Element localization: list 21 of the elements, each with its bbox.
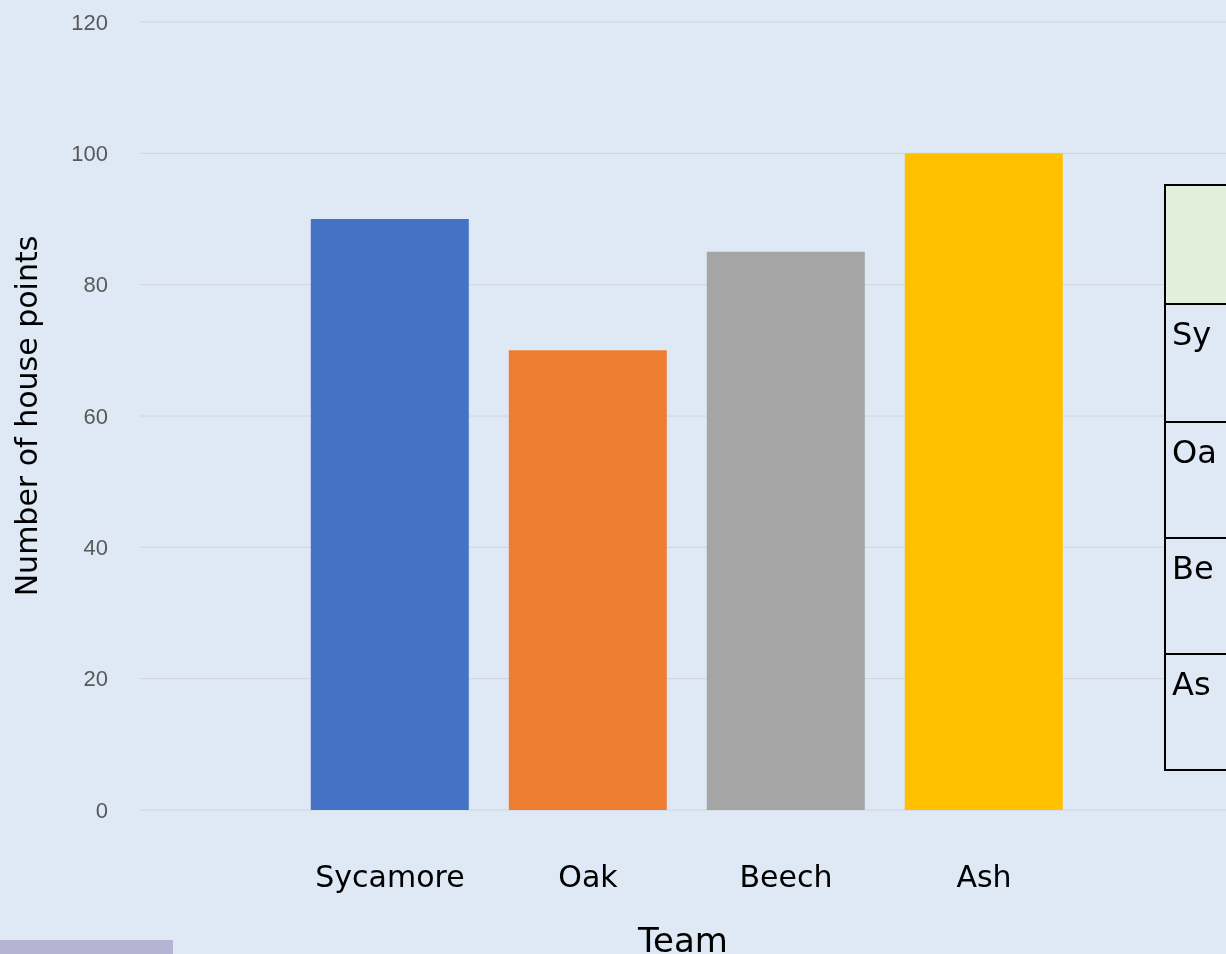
annotation: Sy [1171, 314, 1213, 355]
bar [310, 219, 469, 810]
y-axis-title: Number of house points [8, 235, 44, 597]
annotation: Oa [1166, 421, 1226, 537]
y-tick-label: 60 [83, 403, 108, 429]
y-tick-label: 20 [83, 666, 108, 692]
x-tick-label: Beech [739, 859, 833, 895]
x-axis-title: Team [637, 920, 728, 954]
y-tick-label: 100 [71, 141, 108, 167]
x-tick-label: Sycamore [315, 859, 465, 895]
bar [904, 153, 1063, 810]
bar [508, 350, 667, 810]
y-tick-label: 80 [83, 272, 108, 298]
y-tick-label: 0 [95, 797, 108, 823]
x-tick-label: Oak [558, 859, 619, 895]
y-tick-label: 40 [83, 535, 108, 561]
bar [706, 251, 865, 810]
x-tick-label: Ash [956, 859, 1012, 895]
y-tick-label: 120 [71, 9, 108, 35]
annotation: Be [1166, 537, 1226, 653]
annotation: As [1166, 653, 1226, 769]
